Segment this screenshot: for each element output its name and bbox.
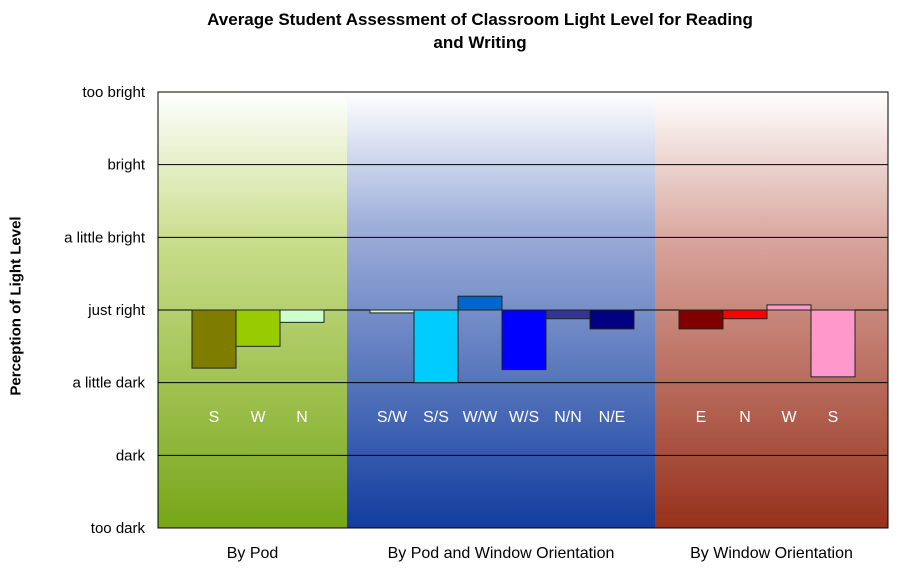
bar (457, 295, 503, 311)
y-tick-label: dark (116, 447, 146, 464)
category-label: S (828, 409, 839, 426)
bar (235, 309, 281, 347)
bar (722, 309, 768, 320)
bar (279, 309, 325, 323)
category-label: N/E (599, 409, 626, 426)
bar (766, 304, 812, 311)
bar (589, 309, 635, 330)
y-tick-label: a little dark (72, 375, 145, 392)
category-label: N (296, 409, 308, 426)
category-label: S (209, 409, 220, 426)
category-label: S/S (423, 409, 449, 426)
category-label: W/W (463, 409, 499, 426)
chart-title-line-1: Average Student Assessment of Classroom … (207, 10, 753, 29)
bar (413, 309, 459, 384)
group-label: By Pod (227, 545, 279, 562)
group-label: By Pod and Window Orientation (388, 545, 615, 562)
chart-title-line-2: and Writing (433, 33, 527, 52)
y-tick-label: just right (87, 302, 146, 319)
bar (678, 309, 724, 330)
y-tick-label: a little bright (64, 229, 146, 246)
category-label: W/S (509, 409, 539, 426)
category-label: S/W (377, 409, 408, 426)
category-label: N/N (554, 409, 582, 426)
category-label: N (739, 409, 751, 426)
y-tick-label: too dark (91, 520, 146, 537)
category-label: W (250, 409, 266, 426)
bar (501, 309, 547, 371)
bar (810, 309, 856, 378)
chart-title: Average Student Assessment of Classroom … (120, 8, 840, 54)
group-label: By Window Orientation (690, 545, 853, 562)
y-tick-label: bright (107, 157, 145, 174)
bar (545, 309, 591, 320)
bar (369, 309, 415, 314)
y-tick-label: too bright (82, 84, 145, 101)
bar (191, 309, 237, 369)
category-label: E (696, 409, 707, 426)
category-label: W (781, 409, 797, 426)
